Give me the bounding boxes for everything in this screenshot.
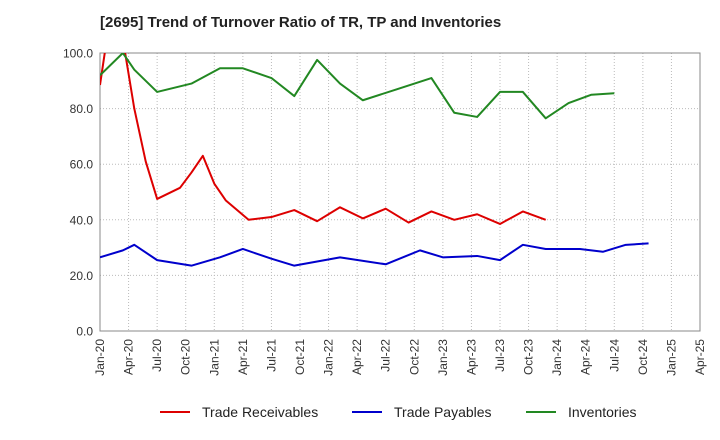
x-tick-label: Jul-23: [493, 339, 507, 372]
legend: Trade Receivables Trade Payables Invento…: [0, 404, 720, 426]
x-tick-label: Apr-21: [236, 339, 250, 375]
x-tick-label: Jul-22: [379, 339, 393, 372]
x-tick-label: Apr-20: [122, 339, 136, 375]
series-group: [100, 53, 649, 267]
legend-item-inventories: Inventories: [526, 404, 636, 420]
x-tick-label: Apr-24: [579, 339, 593, 375]
plot-border: [99, 52, 701, 332]
x-tick-label: Jan-23: [436, 339, 450, 376]
x-tick-label: Jan-24: [550, 339, 564, 376]
x-tick-label: Oct-24: [636, 339, 650, 375]
y-tick-label: 60.0: [70, 158, 94, 172]
x-tick-label: Jan-20: [93, 339, 107, 376]
series-line-trade-receivables: [100, 53, 547, 225]
y-tick-label: 80.0: [70, 102, 94, 116]
x-tick-label: Apr-25: [693, 339, 707, 375]
legend-label-inventories: Inventories: [568, 404, 637, 420]
y-tick-label: 100.0: [63, 47, 93, 61]
x-tick-label: Jul-20: [150, 339, 164, 372]
legend-item-trade-payables: Trade Payables: [352, 404, 492, 420]
y-tick-label: 0.0: [76, 325, 93, 339]
series-line-inventories: [100, 53, 615, 120]
plot-area: 0.0 20.0 40.0 60.0 80.0 100.0 Jan-20 Apr-20 Jul-…: [63, 47, 707, 376]
y-tick-label: 40.0: [70, 213, 94, 227]
x-tick-label: Oct-20: [179, 339, 193, 375]
legend-swatch-inventories: [526, 411, 556, 413]
x-tick-label: Oct-21: [293, 339, 307, 375]
x-tick-label: Oct-22: [407, 339, 421, 375]
x-tick-label: Jul-24: [607, 339, 621, 372]
legend-label-trade-payables: Trade Payables: [394, 404, 492, 420]
x-tick-label: Jul-21: [264, 339, 278, 372]
x-tick-label: Jan-21: [207, 339, 221, 376]
x-tick-label: Jan-22: [322, 339, 336, 376]
x-tick-label: Apr-22: [350, 339, 364, 375]
x-tick-label: Apr-23: [464, 339, 478, 375]
series-line-trade-payables: [100, 242, 649, 267]
y-tick-label: 20.0: [70, 269, 94, 283]
legend-item-trade-receivables: Trade Receivables: [160, 404, 318, 420]
legend-swatch-trade-receivables: [160, 411, 190, 413]
legend-label-trade-receivables: Trade Receivables: [202, 404, 319, 420]
chart-title: [2695] Trend of Turnover Ratio of TR, TP…: [100, 14, 502, 31]
x-tick-label: Oct-23: [522, 339, 536, 375]
x-tick-label: Jan-25: [664, 339, 678, 376]
legend-swatch-trade-payables: [352, 411, 382, 413]
